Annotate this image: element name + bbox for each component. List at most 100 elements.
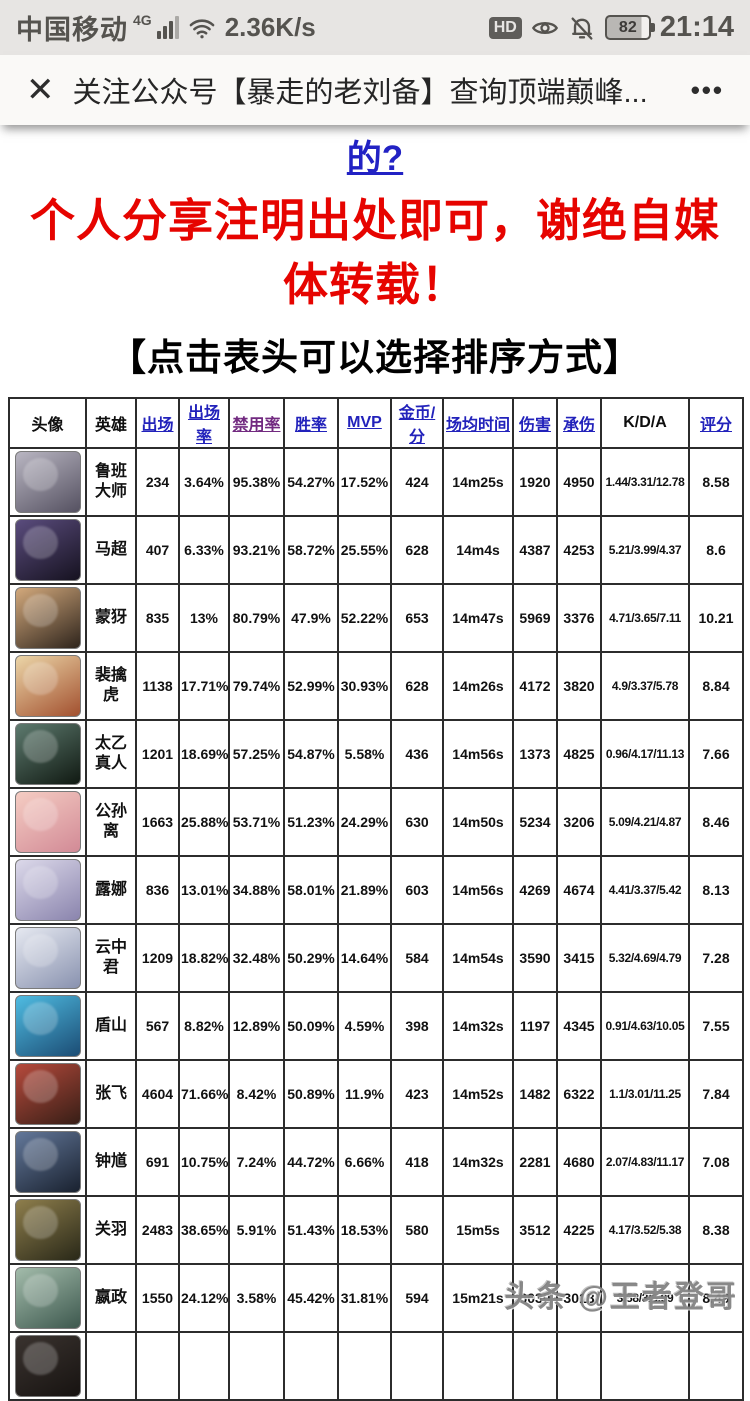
- stat-kda: 4.9/3.37/5.78: [600, 650, 690, 721]
- stat-score: 7.55: [688, 990, 744, 1061]
- column-header-kda[interactable]: K/D/A: [600, 396, 690, 449]
- stat-avg-time: 15m21s: [442, 1262, 514, 1333]
- stat-avg-time: 14m50s: [442, 786, 514, 857]
- column-header-avg-time[interactable]: 场均时间: [442, 396, 514, 449]
- stat-gold-per-min: 580: [390, 1194, 444, 1265]
- column-header-score[interactable]: 评分: [688, 396, 744, 449]
- watermark: 头条 @王者登哥: [504, 1281, 738, 1314]
- hero-name[interactable]: 马超: [85, 514, 137, 585]
- hero-avatar[interactable]: [14, 1198, 81, 1261]
- hero-name[interactable]: 公孙离: [85, 786, 137, 857]
- stat-kda: 2.07/4.83/11.17: [600, 1126, 690, 1197]
- stat-mvp: 17.52%: [337, 446, 392, 517]
- stat-score: 8.84: [688, 650, 744, 721]
- stat-games: 407: [135, 514, 180, 585]
- column-header-gold-per-min[interactable]: 金币/分: [390, 396, 444, 449]
- hero-name[interactable]: 关羽: [85, 1194, 137, 1265]
- hero-avatar[interactable]: [14, 586, 81, 649]
- more-menu-icon[interactable]: •••: [690, 74, 724, 105]
- stat-kda: 0.96/4.17/11.13: [600, 718, 690, 789]
- battery-indicator: 82: [604, 15, 655, 40]
- hero-avatar[interactable]: [14, 654, 81, 717]
- stat-score: 8.38: [688, 1194, 744, 1265]
- stat-damage-taken: 3376: [556, 582, 602, 653]
- column-header-avatar[interactable]: 头像: [8, 396, 87, 449]
- hero-avatar[interactable]: [14, 518, 81, 581]
- column-header-damage-taken[interactable]: 承伤: [556, 396, 602, 449]
- stat-ban-rate: 34.88%: [228, 854, 285, 925]
- hero-name[interactable]: 盾山: [85, 990, 137, 1061]
- stat-damage-taken: 3018: [556, 1262, 602, 1333]
- stat-gold-per-min: 423: [390, 1058, 444, 1129]
- stat-win-rate: 47.9%: [283, 582, 339, 653]
- stat-avg-time: 14m54s: [442, 922, 514, 993]
- stat-win-rate: 44.72%: [283, 1126, 339, 1197]
- stat-games: 1663: [135, 786, 180, 857]
- battery-level: 82: [618, 18, 637, 36]
- stat-damage: [512, 1330, 558, 1401]
- hero-avatar[interactable]: [14, 1266, 81, 1329]
- article-link[interactable]: 的?: [346, 139, 404, 178]
- stat-ban-rate: 7.24%: [228, 1126, 285, 1197]
- column-header-hero[interactable]: 英雄: [85, 396, 137, 449]
- hero-name[interactable]: 蒙犽: [85, 582, 137, 653]
- stat-pick-rate: 6.33%: [178, 514, 230, 585]
- stat-avg-time: 15m5s: [442, 1194, 514, 1265]
- stat-gold-per-min: 653: [390, 582, 444, 653]
- hero-avatar[interactable]: [14, 1334, 81, 1397]
- stat-damage-taken: 4680: [556, 1126, 602, 1197]
- stat-pick-rate: 18.69%: [178, 718, 230, 789]
- stat-ban-rate: 80.79%: [228, 582, 285, 653]
- hero-avatar[interactable]: [14, 994, 81, 1057]
- column-header-games[interactable]: 出场: [135, 396, 180, 449]
- hero-name[interactable]: 裴擒虎: [85, 650, 137, 721]
- column-header-pick-rate[interactable]: 出场率: [178, 396, 230, 449]
- stat-games: 836: [135, 854, 180, 925]
- stat-mvp: 30.93%: [337, 650, 392, 721]
- hero-name[interactable]: 鲁班大师: [85, 446, 137, 517]
- column-header-damage[interactable]: 伤害: [512, 396, 558, 449]
- hero-name[interactable]: 张飞: [85, 1058, 137, 1129]
- hero-stats-table: 头像 英雄 出场 出场率 禁用率 胜率 MVP 金币/分 场均时间 伤害 承伤 K/D/A 评分 鲁班大…: [8, 396, 744, 1401]
- hero-avatar-cell: [8, 1058, 87, 1129]
- hero-avatar[interactable]: [14, 858, 81, 921]
- table-header-row: 头像 英雄 出场 出场率 禁用率 胜率 MVP 金币/分 场均时间 伤害 承伤 K/D/A 评分: [8, 396, 744, 449]
- hero-avatar[interactable]: [14, 1062, 81, 1125]
- hero-name[interactable]: [85, 1330, 137, 1401]
- stat-gold-per-min: [390, 1330, 444, 1401]
- stat-kda: 1.1/3.01/11.25: [600, 1058, 690, 1129]
- table-row: 云中君 1209 18.82% 32.48% 50.29% 14.64% 584 14m54s…: [8, 922, 744, 993]
- hero-name[interactable]: 嬴政: [85, 1262, 137, 1333]
- stat-ban-rate: 32.48%: [228, 922, 285, 993]
- hero-name[interactable]: 太乙真人: [85, 718, 137, 789]
- stat-damage-taken: 4674: [556, 854, 602, 925]
- column-header-ban-rate[interactable]: 禁用率: [228, 396, 285, 449]
- close-icon[interactable]: ✕: [26, 71, 55, 109]
- stat-ban-rate: 93.21%: [228, 514, 285, 585]
- signal-strength-icon: [156, 16, 179, 39]
- stat-mvp: 11.9%: [337, 1058, 392, 1129]
- hero-avatar[interactable]: [14, 450, 81, 513]
- hero-name[interactable]: 云中君: [85, 922, 137, 993]
- stat-pick-rate: 38.65%: [178, 1194, 230, 1265]
- column-header-win-rate[interactable]: 胜率: [283, 396, 339, 449]
- stat-avg-time: 14m25s: [442, 446, 514, 517]
- stat-kda: 5.32/4.69/4.79: [600, 922, 690, 993]
- stat-damage: 4387: [512, 514, 558, 585]
- hero-name[interactable]: 钟馗: [85, 1126, 137, 1197]
- hero-avatar[interactable]: [14, 790, 81, 853]
- stat-games: 835: [135, 582, 180, 653]
- hero-avatar[interactable]: [14, 722, 81, 785]
- column-header-mvp[interactable]: MVP: [337, 396, 392, 449]
- stat-pick-rate: 71.66%: [178, 1058, 230, 1129]
- stat-damage: 1197: [512, 990, 558, 1061]
- table-row: 钟馗 691 10.75% 7.24% 44.72% 6.66% 418 14m32s 2281…: [8, 1126, 744, 1197]
- stat-kda: 3.58/3/6.99: [600, 1262, 690, 1333]
- hero-avatar-cell: [8, 990, 87, 1061]
- stat-ban-rate: 12.89%: [228, 990, 285, 1061]
- stat-win-rate: 54.27%: [283, 446, 339, 517]
- hero-avatar[interactable]: [14, 926, 81, 989]
- table-row: 公孙离 1663 25.88% 53.71% 51.23% 24.29% 630 14m50s…: [8, 786, 744, 857]
- hero-avatar[interactable]: [14, 1130, 81, 1193]
- hero-name[interactable]: 露娜: [85, 854, 137, 925]
